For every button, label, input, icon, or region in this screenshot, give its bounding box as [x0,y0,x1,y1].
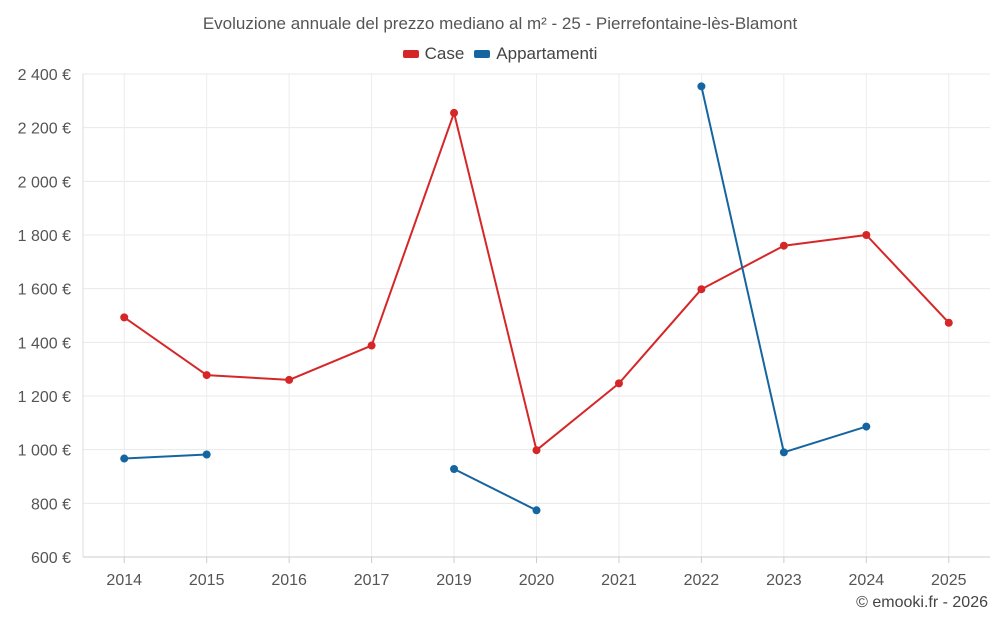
legend-label-case: Case [424,44,465,63]
data-point-appartamenti[interactable] [202,450,211,459]
data-point-case[interactable] [532,446,541,455]
chart-title: Evoluzione annuale del prezzo mediano al… [202,14,798,33]
data-point-case[interactable] [202,371,211,380]
data-point-appartamenti[interactable] [779,448,788,457]
credit-text: © emooki.fr - 2026 [856,594,988,611]
data-point-appartamenti[interactable] [450,464,459,473]
series-line-appartamenti [124,453,207,460]
data-point-appartamenti[interactable] [120,454,129,463]
series-line-appartamenti [453,468,537,512]
x-tick-label: 2015 [189,572,225,589]
legend-item-case[interactable]: Case [402,44,465,64]
y-tick-label: 1 200 € [18,389,71,406]
y-tick-label: 2 400 € [18,67,71,84]
y-tick-label: 1 400 € [18,335,71,352]
data-point-appartamenti[interactable] [697,82,706,91]
y-tick-label: 2 200 € [18,121,71,138]
legend: Case Appartamenti [0,44,1000,64]
legend-swatch-case [402,50,419,58]
data-point-case[interactable] [944,318,953,327]
x-tick-label: 2025 [931,572,967,589]
data-point-appartamenti[interactable] [862,422,871,431]
x-tick-label: 2014 [106,572,142,589]
x-tick-label: 2023 [766,572,802,589]
x-tick-label: 2024 [849,572,885,589]
data-point-case[interactable] [367,341,376,350]
data-point-case[interactable] [697,285,706,294]
y-tick-label: 2 000 € [18,174,71,191]
data-point-case[interactable] [120,313,129,322]
y-tick-label: 1 000 € [18,443,71,460]
x-tick-label: 2016 [271,572,307,589]
y-tick-label: 600 € [31,550,71,567]
legend-swatch-appartamenti [474,50,491,58]
data-point-case[interactable] [285,375,294,384]
x-tick-label: 2019 [436,572,472,589]
x-tick-label: 2021 [601,572,637,589]
y-tick-label: 1 800 € [18,228,71,245]
x-tick-label: 2022 [684,572,720,589]
data-point-appartamenti[interactable] [532,506,541,515]
data-point-case[interactable] [779,241,788,250]
x-tick-label: 2017 [354,572,390,589]
legend-label-appartamenti: Appartamenti [496,44,598,63]
data-point-case[interactable] [862,231,871,239]
legend-item-appartamenti[interactable]: Appartamenti [474,44,597,64]
x-tick-label: 2020 [519,572,555,589]
data-point-case[interactable] [450,108,459,117]
y-tick-label: 1 600 € [18,282,71,299]
data-point-case[interactable] [614,379,623,388]
y-tick-label: 800 € [31,496,71,513]
